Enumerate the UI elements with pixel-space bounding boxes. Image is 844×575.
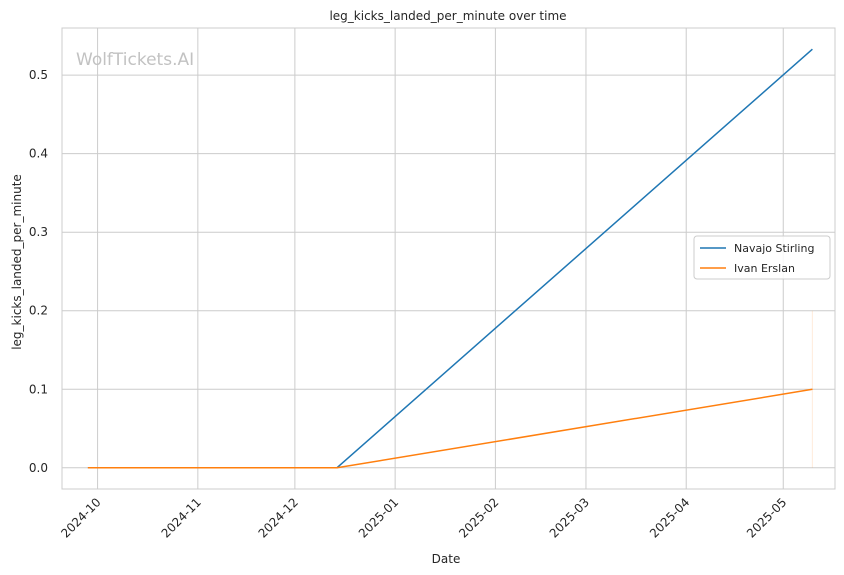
series-lines <box>87 48 813 469</box>
y-tick-label: 0.0 <box>29 461 48 475</box>
y-tick-label: 0.1 <box>29 382 48 396</box>
y-tick-label: 0.5 <box>29 68 48 82</box>
x-axis-title: Date <box>432 552 461 566</box>
grid <box>62 28 835 489</box>
legend-label-ivan-erslan: Ivan Erslan <box>734 262 795 275</box>
y-tick-label: 0.2 <box>29 304 48 318</box>
y-axis-title: leg_kicks_landed_per_minute <box>10 174 24 350</box>
legend: Navajo Stirling Ivan Erslan <box>693 235 831 280</box>
y-tick-label: 0.3 <box>29 225 48 239</box>
series-line-ivan-erslan <box>87 388 813 469</box>
legend-box <box>693 235 831 280</box>
y-tick-labels: 0.0 0.1 0.2 0.3 0.4 0.5 <box>29 68 48 475</box>
plot-frame <box>61 27 836 490</box>
legend-label-navajo-stirling: Navajo Stirling <box>734 242 814 255</box>
y-tick-label: 0.4 <box>29 147 48 161</box>
watermark-text: WolfTickets.AI <box>76 50 194 70</box>
chart-title: leg_kicks_landed_per_minute over time <box>329 9 566 23</box>
